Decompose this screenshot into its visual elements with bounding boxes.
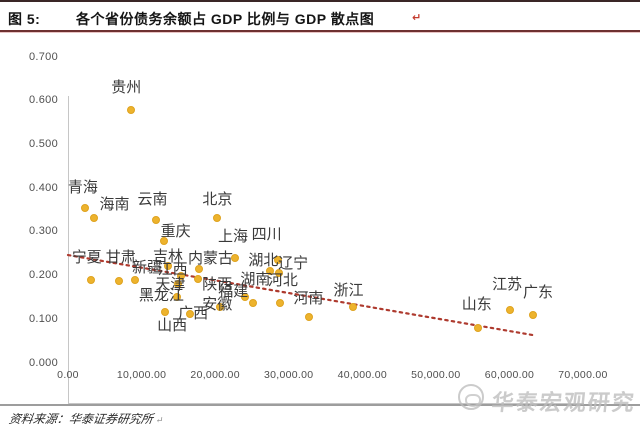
point-label: 四川 bbox=[251, 225, 282, 243]
x-tick-label: 50,000.00 bbox=[411, 369, 461, 381]
point-label: 新疆 bbox=[131, 258, 162, 276]
x-tick-label: 0.00 bbox=[57, 369, 79, 381]
scatter-point bbox=[266, 267, 275, 276]
scatter-point bbox=[161, 307, 170, 316]
figure-number: 图 5: bbox=[8, 11, 41, 27]
scatter-point bbox=[194, 274, 203, 283]
trendline bbox=[66, 253, 537, 337]
point-label: 贵州 bbox=[111, 79, 142, 97]
point-label: 湖北 bbox=[248, 252, 279, 270]
top-border-line bbox=[0, 0, 640, 2]
source-return-mark-icon: ↵ bbox=[155, 415, 165, 425]
scatter-point bbox=[506, 306, 515, 315]
point-label: 青海 bbox=[67, 178, 98, 196]
watermark-logo-icon bbox=[458, 384, 484, 410]
point-label: 甘肃 bbox=[105, 248, 136, 266]
header-divider-line bbox=[0, 30, 640, 32]
point-label: 海南 bbox=[99, 195, 130, 213]
scatter-point bbox=[172, 293, 181, 302]
point-label: 浙江 bbox=[333, 282, 364, 300]
point-label: 广东 bbox=[522, 283, 553, 301]
figure-header: 图 5: 各个省份债务余额占 GDP 比例与 GDP 散点图 ↵ bbox=[0, 9, 640, 29]
scatter-point bbox=[194, 265, 203, 273]
scatter-point bbox=[473, 324, 482, 333]
point-label: 陕西 bbox=[202, 275, 233, 293]
point-label: 吉林 bbox=[153, 247, 184, 265]
y-tick-label: 0.200 bbox=[28, 269, 58, 282]
scatter-point bbox=[86, 275, 95, 284]
scatter-point bbox=[186, 310, 195, 319]
point-label: 内蒙古 bbox=[187, 250, 233, 267]
y-tick-label: 0.100 bbox=[28, 312, 58, 325]
scatter-point bbox=[90, 213, 99, 222]
scatter-point bbox=[349, 303, 358, 312]
point-label: 江苏 bbox=[492, 276, 523, 294]
y-tick-label: 0.000 bbox=[28, 356, 58, 369]
scatter-point bbox=[275, 299, 284, 308]
point-label: 宁夏 bbox=[71, 248, 102, 266]
point-label: 上海 bbox=[218, 228, 249, 246]
scatter-point bbox=[249, 298, 258, 307]
scatter-point bbox=[174, 280, 183, 289]
point-label: 河南 bbox=[293, 290, 324, 308]
paragraph-return-mark-icon: ↵ bbox=[412, 12, 422, 24]
x-tick-label: 30,000.00 bbox=[263, 369, 314, 381]
y-tick-label: 0.500 bbox=[28, 137, 58, 150]
x-tick-label: 70,000.00 bbox=[558, 369, 608, 381]
scatter-point bbox=[231, 254, 239, 263]
point-label: 天津 bbox=[155, 276, 186, 294]
scatter-point bbox=[151, 216, 160, 225]
x-tick-label: 20,000.00 bbox=[190, 369, 240, 381]
x-tick-label: 40,000.00 bbox=[337, 369, 387, 381]
point-label: 黑龙江 bbox=[138, 287, 184, 305]
watermark: 华泰宏观研究 bbox=[455, 381, 640, 415]
point-label: 北京 bbox=[202, 190, 233, 208]
scatter-point bbox=[130, 275, 139, 284]
scatter-point bbox=[241, 292, 250, 301]
y-axis-line bbox=[68, 96, 69, 403]
scatter-point bbox=[273, 255, 282, 264]
y-tick-label: 0.400 bbox=[28, 181, 58, 194]
y-tick-label: 0.600 bbox=[28, 94, 58, 107]
scatter-point bbox=[213, 213, 222, 222]
source-text: 资料来源：华泰证券研究所 bbox=[7, 412, 154, 425]
scatter-point bbox=[305, 313, 314, 322]
point-label: 山东 bbox=[461, 296, 492, 314]
scatter-point bbox=[216, 303, 225, 312]
scatter-point bbox=[80, 203, 89, 212]
point-label: 湖南 bbox=[240, 270, 271, 288]
x-tick-label: 10,000.00 bbox=[116, 369, 167, 381]
scatter-point bbox=[127, 106, 136, 115]
x-tick-label: 60,000.00 bbox=[484, 369, 535, 381]
point-label: 重庆 bbox=[160, 223, 191, 241]
source-note: 资料来源：华泰证券研究所 ↵ bbox=[8, 410, 165, 425]
point-label: 江西 bbox=[157, 261, 188, 279]
scatter-point bbox=[164, 261, 173, 270]
point-label: 河北 bbox=[267, 272, 298, 290]
scatter-chart: 0.000 0.100 0.200 0.300 0.400 0.500 0.600 0.700… bbox=[0, 40, 640, 404]
scatter-point bbox=[114, 276, 123, 285]
scatter-point bbox=[528, 310, 537, 319]
point-label: 辽宁 bbox=[278, 255, 309, 273]
scatter-point bbox=[275, 269, 284, 278]
footer-divider-line bbox=[0, 404, 640, 406]
y-tick-label: 0.700 bbox=[28, 50, 58, 63]
watermark-text: 华泰宏观研究 bbox=[490, 390, 638, 415]
y-tick-label: 0.300 bbox=[28, 225, 58, 238]
point-label: 山西 bbox=[157, 316, 188, 334]
scatter-point bbox=[176, 272, 185, 281]
scatter-point bbox=[159, 237, 168, 246]
point-label: 云南 bbox=[137, 191, 168, 209]
figure-title: 各个省份债务余额占 GDP 比例与 GDP 散点图 bbox=[76, 11, 375, 27]
point-label: 安徽 bbox=[202, 296, 233, 314]
point-label: 福建 bbox=[218, 282, 249, 300]
x-axis-line bbox=[68, 403, 584, 404]
point-label: 广西 bbox=[178, 305, 209, 323]
